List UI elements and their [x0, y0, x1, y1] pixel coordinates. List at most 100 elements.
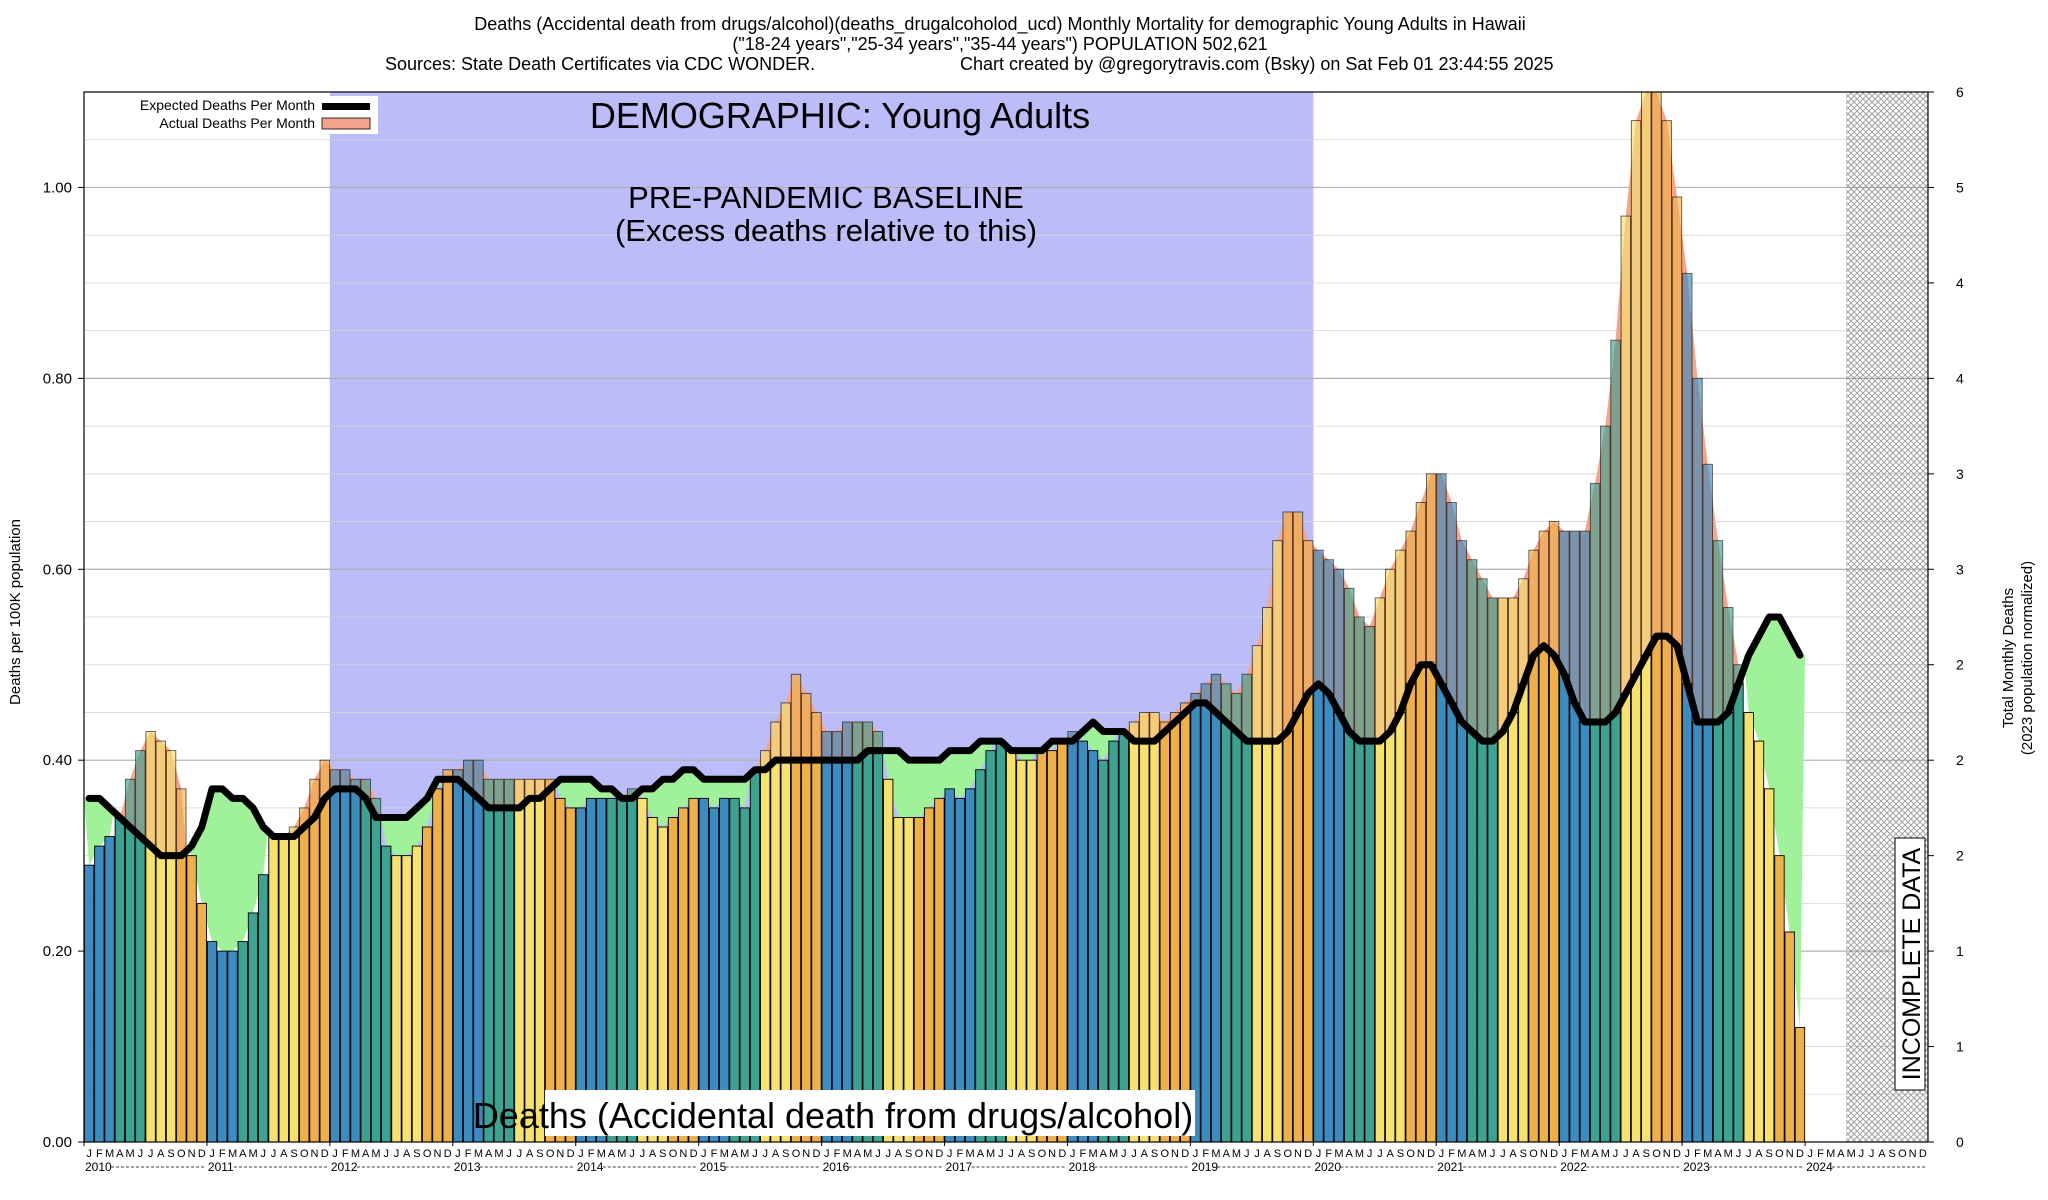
- month-bar-excess: [1354, 616, 1365, 742]
- month-bar: [1692, 721, 1703, 1142]
- month-bar: [1723, 712, 1734, 1142]
- x-month-label: M: [1211, 1148, 1220, 1160]
- x-month-label: J: [752, 1148, 758, 1160]
- x-year-label: 2024: [1806, 1160, 1833, 1174]
- x-month-label: A: [280, 1148, 288, 1160]
- y2-tick-label: 4: [1956, 370, 1964, 386]
- month-bar-excess: [1364, 626, 1375, 742]
- x-year-label-bg: [451, 1161, 478, 1174]
- incomplete-data-box: [1894, 837, 1926, 1091]
- x-month-label: M: [1088, 1148, 1097, 1160]
- month-bar: [1589, 721, 1601, 1142]
- month-bar: [206, 941, 218, 1142]
- month-bar: [1620, 692, 1631, 1142]
- month-bar: [94, 845, 105, 1142]
- x-year-label: 2010: [85, 1160, 112, 1174]
- x-month-label: D: [1919, 1148, 1927, 1160]
- x-year-label-bg: [574, 1161, 601, 1174]
- month-bar: [319, 797, 330, 1142]
- x-month-label: J: [517, 1148, 523, 1160]
- x-month-label: J: [640, 1148, 646, 1160]
- month-bar: [340, 788, 351, 1142]
- chart-header-line2: ("18-24 years","25-34 years","35-44 year…: [732, 34, 1267, 54]
- month-bar: [1682, 683, 1693, 1142]
- x-month-label: A: [977, 1148, 985, 1160]
- month-bar: [84, 864, 95, 1142]
- month-bar: [299, 826, 310, 1142]
- month-bar: [1303, 692, 1314, 1142]
- x-month-label: J: [1490, 1148, 1496, 1160]
- x-year-label-bg: [83, 1161, 109, 1174]
- month-bar-excess: [1620, 215, 1631, 694]
- month-bar: [698, 797, 709, 1142]
- month-bar: [534, 797, 546, 1142]
- x-month-label: J: [1131, 1148, 1137, 1160]
- y2-axis-label-1: Total Monthly Deaths: [2000, 588, 2017, 728]
- x-month-label: J: [629, 1148, 635, 1160]
- month-bar: [565, 807, 576, 1142]
- x-month-label: F: [1571, 1148, 1578, 1160]
- x-month-label: J: [701, 1148, 707, 1160]
- chart-title: Deaths (Accidental death from drugs/alco…: [473, 1095, 1193, 1136]
- y-axis-label: Deaths per 100K population: [7, 519, 24, 705]
- month-bar: [1231, 731, 1242, 1142]
- x-month-label: A: [1837, 1148, 1845, 1160]
- month-bar: [831, 759, 843, 1142]
- month-bar-excess: [1569, 530, 1580, 704]
- month-bar: [1548, 654, 1560, 1142]
- x-month-label: J: [86, 1148, 92, 1160]
- month-bar: [954, 797, 966, 1142]
- x-month-label: M: [617, 1148, 626, 1160]
- month-bar: [1497, 731, 1509, 1142]
- legend-expected-swatch: [322, 103, 370, 110]
- month-bar: [1272, 740, 1283, 1142]
- month-bar: [278, 836, 289, 1142]
- month-bar: [964, 788, 976, 1142]
- month-bar: [1262, 740, 1273, 1142]
- month-bar-excess: [1241, 673, 1252, 742]
- x-month-label: A: [895, 1148, 903, 1160]
- month-bar: [165, 855, 177, 1142]
- month-bar: [1026, 759, 1037, 1142]
- month-bar: [104, 836, 115, 1142]
- month-bar: [360, 797, 371, 1142]
- month-bar-excess: [1262, 607, 1273, 742]
- month-bar-excess: [1589, 482, 1601, 723]
- month-bar: [258, 874, 269, 1142]
- month-bar-excess: [1487, 597, 1498, 742]
- x-year-label-bg: [1312, 1161, 1339, 1174]
- month-bar: [493, 807, 505, 1142]
- month-bar: [657, 826, 668, 1142]
- x-month-label: J: [1193, 1148, 1199, 1160]
- x-year-label: 2019: [1191, 1160, 1218, 1174]
- month-bar: [1313, 683, 1324, 1142]
- x-month-label: N: [556, 1148, 564, 1160]
- month-bar-excess: [1559, 530, 1570, 675]
- x-month-label: J: [261, 1148, 267, 1160]
- x-month-label: D: [690, 1148, 698, 1160]
- month-bar-excess: [1651, 92, 1662, 637]
- month-bar-excess: [862, 721, 873, 752]
- month-bar-excess: [1548, 521, 1560, 656]
- x-month-label: M: [1601, 1148, 1610, 1160]
- month-bar-excess: [1436, 473, 1447, 685]
- x-month-label: O: [423, 1148, 432, 1160]
- month-bar: [1384, 731, 1396, 1142]
- x-month-label: J: [1562, 1148, 1568, 1160]
- x-month-label: F: [219, 1148, 226, 1160]
- month-bar: [1016, 759, 1027, 1142]
- month-bar: [1774, 855, 1785, 1142]
- month-bar: [1087, 750, 1099, 1142]
- y-tick-label: 0.40: [43, 752, 72, 769]
- y2-tick-label: 4: [1956, 275, 1964, 291]
- x-month-label: J: [1121, 1148, 1127, 1160]
- x-month-label: A: [1509, 1148, 1517, 1160]
- month-bar: [422, 826, 433, 1142]
- x-month-label: J: [1377, 1148, 1383, 1160]
- x-month-label: J: [1316, 1148, 1322, 1160]
- month-bar: [862, 750, 873, 1142]
- month-bar-excess: [811, 712, 822, 761]
- x-month-label: J: [383, 1148, 389, 1160]
- x-month-label: N: [188, 1148, 196, 1160]
